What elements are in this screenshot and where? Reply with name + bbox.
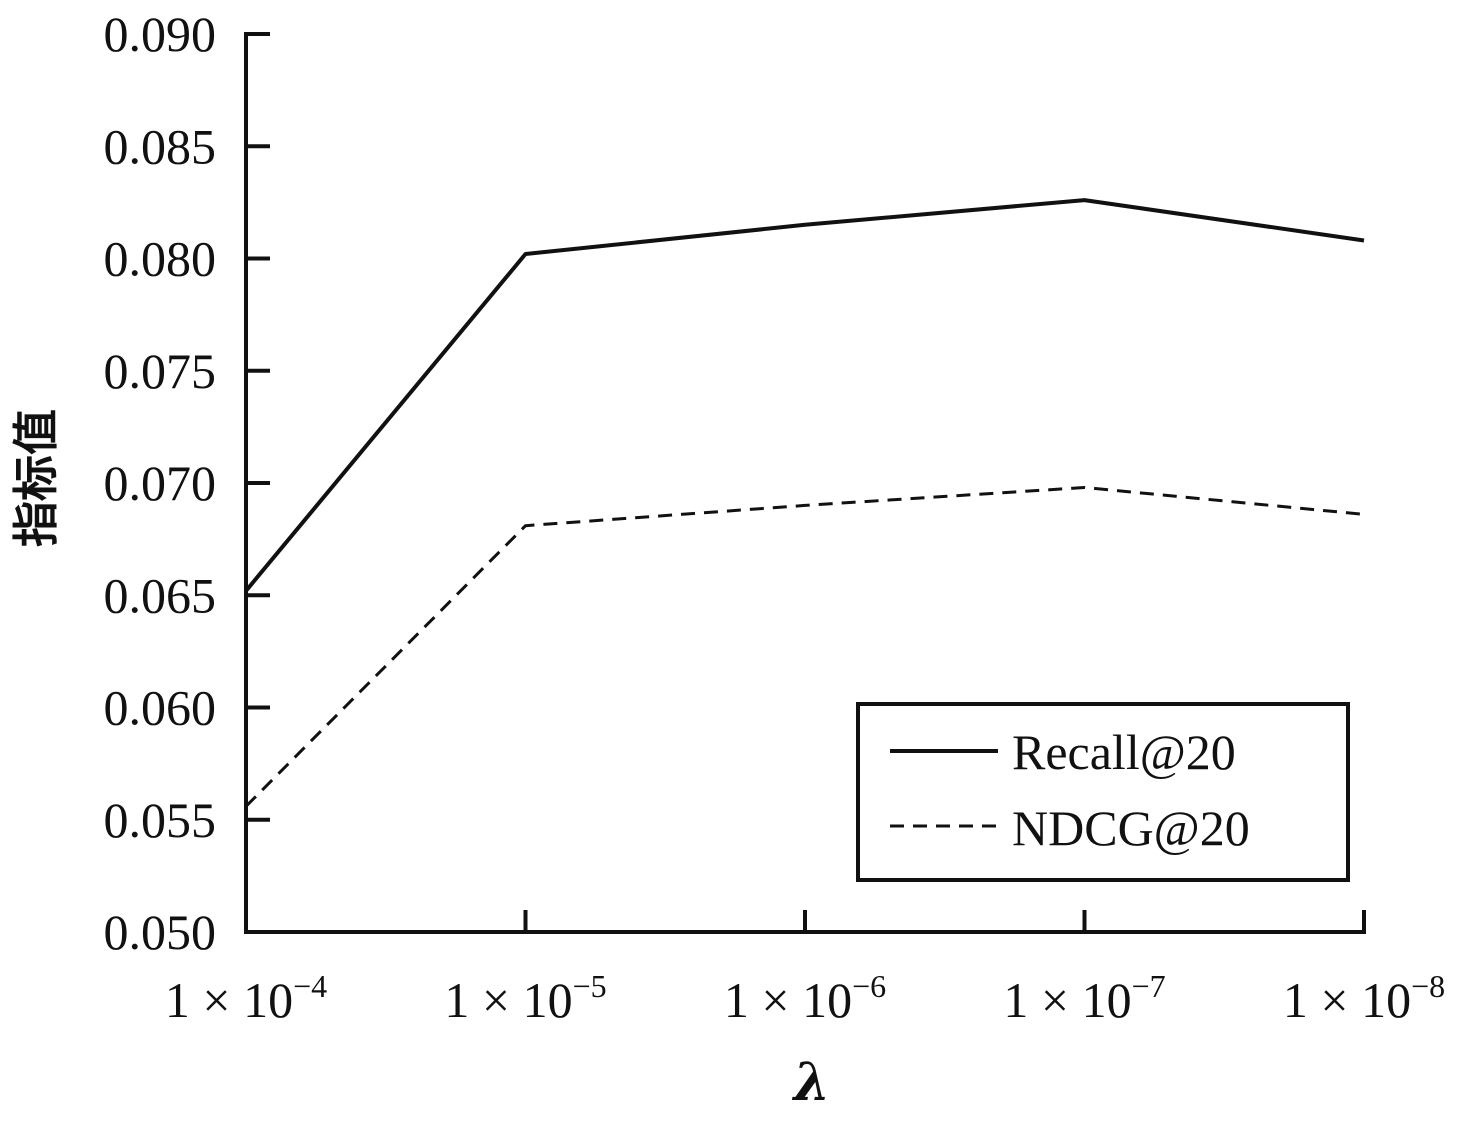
y-tick-label: 0.070: [104, 455, 217, 511]
y-tick-label: 0.050: [104, 904, 217, 960]
y-axis-label: 指标值: [9, 409, 63, 547]
x-tick-label: 1 × 10−4: [165, 968, 327, 1028]
x-tick-label: 1 × 10−6: [724, 968, 886, 1028]
y-axis-ticks: 0.050 0.055 0.060 0.065 0.070 0.075 0.080 0.085…: [104, 6, 270, 960]
x-tick-label: 1 × 10−7: [1003, 968, 1165, 1028]
y-tick-label: 0.065: [104, 567, 217, 623]
series-lines: [244, 198, 1365, 808]
legend-box: [856, 702, 1350, 882]
x-axis-ticks: 1 × 10−4 1 × 10−5 1 × 10−6 1 × 10−7 1 × 10−8: [165, 910, 1445, 1028]
x-axis-label: λ: [792, 1052, 830, 1113]
axes: [244, 32, 1366, 934]
series-line-recall: [244, 198, 1365, 593]
y-tick-label: 0.090: [104, 6, 217, 62]
y-tick-label: 0.075: [104, 343, 217, 399]
x-tick-label: 1 × 10−8: [1283, 968, 1445, 1028]
x-tick-label: 1 × 10−5: [444, 968, 606, 1028]
legend: Recall@20 NDCG@20: [856, 702, 1350, 882]
legend-label-recall: Recall@20: [1012, 724, 1236, 780]
legend-label-ndcg: NDCG@20: [1012, 800, 1250, 856]
y-tick-label: 0.080: [104, 231, 217, 287]
series-line-ndcg: [244, 486, 1365, 808]
y-tick-label: 0.055: [104, 792, 217, 848]
y-tick-label: 0.085: [104, 118, 217, 174]
y-tick-label: 0.060: [104, 680, 217, 736]
